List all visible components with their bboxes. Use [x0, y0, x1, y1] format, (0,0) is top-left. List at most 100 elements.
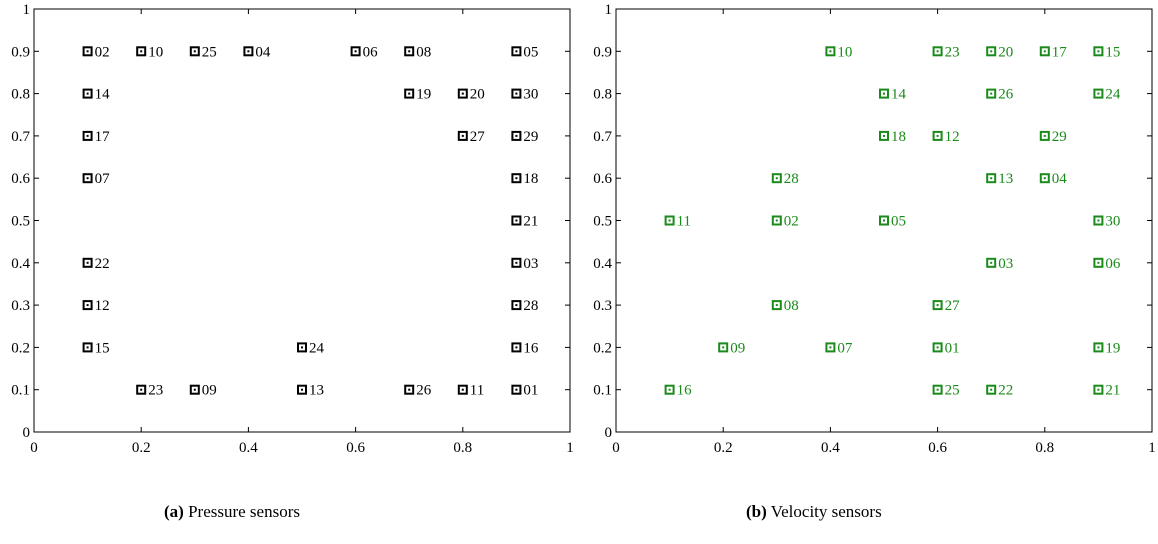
- sensor-label: 17: [1052, 44, 1068, 60]
- y-tick-label: 0: [605, 425, 613, 441]
- sensor-label: 12: [945, 129, 960, 145]
- sensor-marker: 28: [511, 298, 538, 314]
- sensor-square: [1093, 257, 1104, 268]
- sensor-square: [457, 88, 468, 99]
- sensor-square: [511, 342, 522, 353]
- sensor-square: [879, 215, 889, 226]
- sensor-dot: [86, 50, 89, 53]
- sensor-dot: [515, 92, 518, 95]
- sensor-dot: [1097, 50, 1100, 53]
- sensor-marker: 04: [1039, 171, 1067, 187]
- sensor-dot: [1097, 219, 1100, 222]
- sensor-label: 02: [784, 214, 799, 230]
- sensor-label: 10: [837, 44, 852, 60]
- sensor-dot: [883, 219, 885, 222]
- sensor-label: 30: [1105, 214, 1120, 230]
- sensor-dot: [668, 388, 671, 391]
- sensor-dot: [990, 50, 993, 53]
- sensor-square: [511, 384, 522, 395]
- sensor-square: [511, 257, 522, 268]
- sensor-square: [1093, 88, 1104, 99]
- y-tick-label: 0.9: [593, 44, 612, 60]
- sensor-label: 09: [730, 340, 745, 356]
- sensor-marker: 09: [718, 340, 745, 356]
- sensor-dot: [936, 134, 939, 137]
- sensor-square: [1039, 173, 1050, 184]
- x-tick-label: 0.8: [1035, 440, 1054, 456]
- sensor-square: [82, 342, 93, 353]
- sensor-marker: 01: [511, 383, 538, 399]
- sensor-dot: [193, 388, 196, 391]
- sensor-label: 24: [309, 340, 325, 356]
- y-tick-label: 0.2: [11, 340, 30, 356]
- sensor-dot: [515, 177, 518, 180]
- sensor-square: [986, 257, 997, 268]
- sensor-square: [932, 130, 943, 141]
- sensor-square: [664, 215, 675, 226]
- y-tick-label: 0.7: [11, 129, 30, 145]
- x-tick-label: 0.6: [928, 440, 947, 456]
- sensor-dot: [408, 92, 411, 95]
- sensor-label: 11: [470, 383, 484, 399]
- sensor-label: 26: [416, 383, 432, 399]
- x-tick-label: 0.6: [346, 440, 365, 456]
- sensor-dot: [515, 134, 518, 137]
- sensor-marker: 07: [82, 171, 111, 187]
- sensor-marker: 10: [136, 44, 163, 60]
- sensor-label: 08: [784, 298, 799, 314]
- sensor-marker: 24: [1093, 87, 1121, 103]
- sensor-marker: 18: [879, 129, 906, 145]
- sensor-square: [511, 130, 522, 141]
- pressure-sensors-panel: 0 0.2 0.4 0.6 0.8 100.10.20.30.40.50.60.70.80…: [11, 2, 574, 456]
- sensor-dot: [86, 177, 89, 180]
- sensor-label: 07: [95, 171, 111, 187]
- sensor-dot: [86, 346, 89, 349]
- sensor-marker: 03: [986, 256, 1013, 272]
- sensor-square: [825, 342, 836, 353]
- sensor-marker: 06: [350, 44, 378, 60]
- sensor-square: [136, 46, 147, 57]
- sensor-dot: [140, 50, 143, 53]
- x-tick-label: 0.2: [714, 440, 733, 456]
- sensor-dot: [936, 304, 939, 307]
- sensor-square: [986, 384, 997, 395]
- sensor-square: [511, 215, 522, 226]
- sensor-square: [511, 300, 522, 311]
- sensor-marker: 18: [511, 171, 538, 187]
- sensor-dot: [1043, 177, 1046, 180]
- sensor-dot: [86, 92, 89, 95]
- sensor-label: 29: [1052, 129, 1067, 145]
- sensor-label: 03: [523, 256, 538, 272]
- sensor-label: 03: [998, 256, 1013, 272]
- sensor-dot: [86, 304, 89, 307]
- sensor-square: [243, 46, 254, 57]
- sensor-label: 22: [95, 256, 110, 272]
- sensor-marker: 28: [771, 171, 799, 187]
- sensor-dot: [515, 261, 518, 264]
- caption-text: Pressure sensors: [188, 502, 300, 521]
- y-tick-label: 0.6: [593, 171, 612, 187]
- sensor-label: 14: [891, 87, 907, 103]
- sensor-square: [664, 384, 675, 395]
- sensor-marker: 14: [879, 87, 907, 103]
- sensor-square: [932, 46, 943, 57]
- sensor-square: [511, 173, 522, 184]
- sensor-label: 01: [945, 340, 960, 356]
- sensor-marker: 13: [986, 171, 1013, 187]
- sensor-marker: 17: [82, 129, 111, 145]
- sensor-dot: [775, 177, 778, 180]
- sensor-square: [1039, 130, 1050, 141]
- sensor-marker: 23: [932, 44, 960, 60]
- sensor-label: 14: [95, 87, 111, 103]
- y-tick-label: 0.8: [593, 87, 612, 103]
- sensor-marker: 09: [189, 383, 217, 399]
- sensor-marker: 17: [1039, 44, 1068, 60]
- sensor-marker: 20: [986, 44, 1013, 60]
- sensor-square: [82, 88, 93, 99]
- y-tick-label: 0.4: [593, 256, 612, 272]
- sensor-label: 15: [95, 340, 110, 356]
- sensor-label: 17: [95, 129, 111, 145]
- sensor-square: [986, 46, 997, 57]
- sensor-dot: [515, 219, 518, 222]
- sensor-label: 20: [998, 44, 1013, 60]
